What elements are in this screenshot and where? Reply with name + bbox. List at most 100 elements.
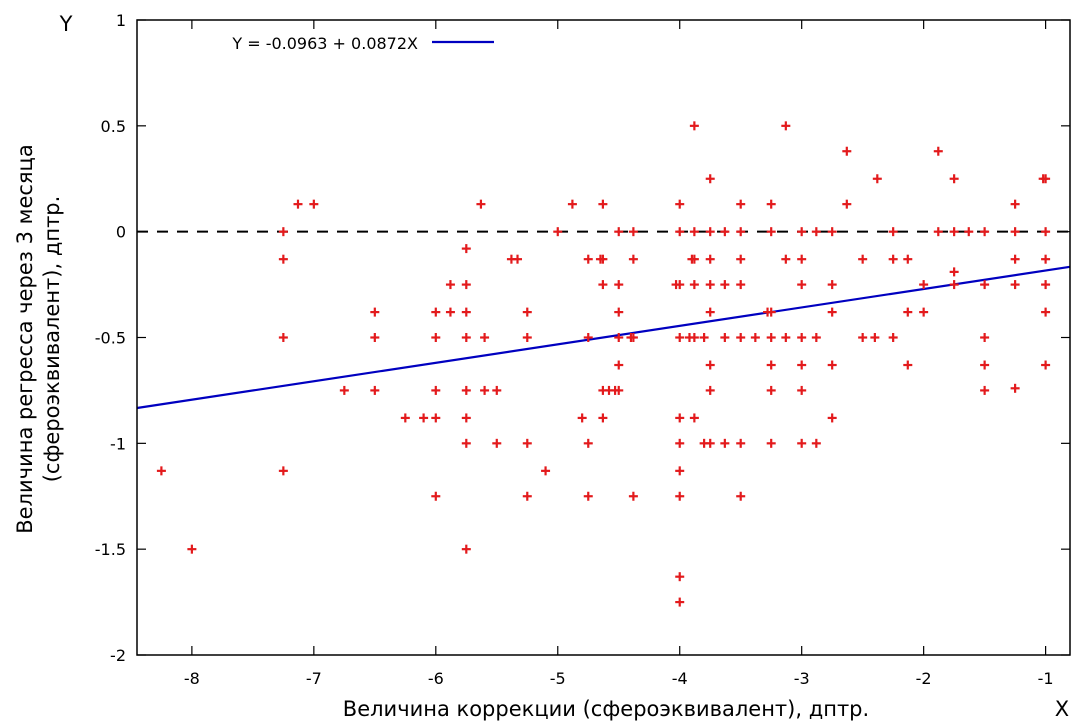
data-point xyxy=(598,280,608,290)
data-point xyxy=(689,333,699,342)
data-point xyxy=(1010,254,1020,264)
data-point xyxy=(1010,383,1020,393)
data-point xyxy=(431,491,441,501)
regression-line xyxy=(136,265,1071,410)
data-point xyxy=(461,280,471,290)
data-point xyxy=(431,307,441,317)
x-tick-label: -3 xyxy=(794,669,810,688)
data-point xyxy=(736,199,746,209)
data-point xyxy=(187,544,197,554)
data-point xyxy=(980,385,990,395)
data-point xyxy=(614,360,624,370)
data-point xyxy=(870,333,880,342)
data-point xyxy=(1038,174,1048,184)
plot-frame xyxy=(136,19,1071,656)
data-point xyxy=(1041,307,1051,317)
data-point xyxy=(370,307,380,317)
x-axis-title: Величина коррекции (сфероэквивалент), дп… xyxy=(343,697,869,721)
data-point xyxy=(903,254,913,264)
y-tick-label: -2 xyxy=(110,646,126,665)
data-point xyxy=(628,227,638,237)
data-point xyxy=(858,333,868,342)
data-point xyxy=(492,438,502,448)
data-point xyxy=(293,199,303,209)
data-point xyxy=(614,227,624,237)
data-point xyxy=(872,174,882,184)
data-point xyxy=(827,307,837,317)
data-point xyxy=(842,199,852,209)
data-point xyxy=(598,413,608,423)
data-point xyxy=(720,280,730,290)
data-point xyxy=(480,333,490,342)
x-tick-label: -5 xyxy=(550,669,566,688)
data-point xyxy=(903,307,913,317)
data-point xyxy=(827,227,837,237)
data-point xyxy=(720,333,730,342)
data-point xyxy=(781,121,791,131)
data-point xyxy=(583,438,593,448)
data-point xyxy=(797,227,807,237)
data-point xyxy=(1041,227,1051,237)
data-point xyxy=(699,333,709,342)
data-point xyxy=(705,254,715,264)
data-point xyxy=(797,280,807,290)
data-point xyxy=(400,413,410,423)
data-point xyxy=(797,385,807,395)
data-point xyxy=(705,438,715,448)
data-point xyxy=(888,333,898,342)
y-axis-title: Величина регресса через 3 месяца (сфероэ… xyxy=(13,144,64,533)
data-point xyxy=(675,466,685,476)
data-point xyxy=(445,280,455,290)
data-point xyxy=(614,307,624,317)
data-point xyxy=(553,227,563,237)
data-point xyxy=(461,244,471,254)
data-point xyxy=(577,413,587,423)
legend-label: Y = -0.0963 + 0.0872X xyxy=(231,34,418,53)
data-point xyxy=(919,307,929,317)
data-point xyxy=(827,360,837,370)
data-point xyxy=(445,307,455,317)
x-tick-label: -6 xyxy=(428,669,444,688)
data-point xyxy=(614,280,624,290)
data-point xyxy=(858,254,868,264)
data-point xyxy=(522,438,532,448)
data-point xyxy=(842,146,852,156)
data-point xyxy=(675,199,685,209)
data-point xyxy=(513,254,523,264)
data-point xyxy=(614,385,624,395)
data-point xyxy=(736,227,746,237)
data-point xyxy=(278,254,288,264)
x-tick-label: -4 xyxy=(672,669,688,688)
y-tick-label: -1 xyxy=(110,434,126,453)
data-point xyxy=(766,199,776,209)
data-point xyxy=(689,227,699,237)
data-point xyxy=(933,146,943,156)
data-point xyxy=(705,280,715,290)
data-point xyxy=(827,413,837,423)
data-point xyxy=(628,491,638,501)
data-point xyxy=(1010,227,1020,237)
data-point xyxy=(903,360,913,370)
data-point xyxy=(736,438,746,448)
data-point xyxy=(1010,199,1020,209)
data-point xyxy=(614,333,624,342)
data-point xyxy=(675,413,685,423)
data-point xyxy=(736,333,746,342)
data-point xyxy=(522,333,532,342)
data-point xyxy=(766,307,776,317)
data-point xyxy=(583,491,593,501)
data-point xyxy=(811,227,821,237)
data-point xyxy=(687,254,697,264)
data-point xyxy=(628,254,638,264)
data-point xyxy=(980,333,990,342)
data-point xyxy=(811,438,821,448)
data-point xyxy=(964,227,974,237)
data-point xyxy=(797,333,807,342)
data-point xyxy=(461,385,471,395)
x-tick-label: -7 xyxy=(306,669,322,688)
data-point xyxy=(766,360,776,370)
data-point xyxy=(598,199,608,209)
data-point xyxy=(278,333,288,342)
data-point xyxy=(567,199,577,209)
data-point xyxy=(797,360,807,370)
